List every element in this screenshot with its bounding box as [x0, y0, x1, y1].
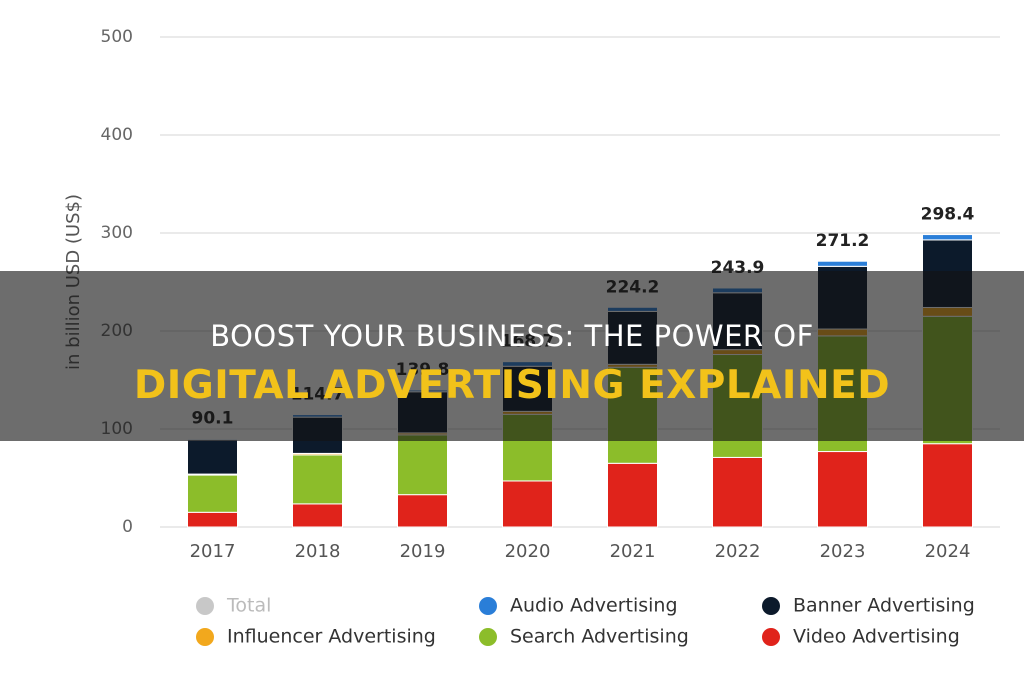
y-tick-label: 400 — [101, 125, 133, 145]
x-tick-label: 2017 — [190, 541, 236, 562]
bar-segment — [817, 451, 868, 528]
bar-segment — [187, 474, 238, 513]
banner-line: DIGITAL ADVERTISING EXPLAINED — [133, 363, 891, 408]
bar-segment — [922, 443, 973, 528]
x-tick-label: 2022 — [715, 541, 761, 562]
legend-label: Banner Advertising — [793, 595, 975, 617]
bar-segment — [397, 494, 448, 528]
banner-line: BOOST YOUR BUSINESS: THE POWER OF — [210, 319, 814, 353]
bar-segment — [187, 511, 238, 528]
legend-marker — [762, 628, 780, 646]
bar-segment — [712, 456, 763, 528]
legend-label: Audio Advertising — [510, 595, 678, 617]
total-label: 298.4 — [921, 205, 975, 225]
total-label: 271.2 — [816, 231, 870, 251]
x-tick-label: 2023 — [820, 541, 866, 562]
bar-segment — [922, 234, 973, 241]
x-tick-label: 2020 — [505, 541, 551, 562]
y-tick-label: 0 — [122, 517, 133, 537]
legend-marker — [479, 597, 497, 615]
legend-label: Search Advertising — [510, 626, 689, 648]
legend-marker — [196, 597, 214, 615]
bar-segment — [292, 503, 343, 528]
legend-label: Video Advertising — [793, 626, 960, 648]
bar-segment — [187, 439, 238, 475]
legend-marker — [762, 597, 780, 615]
title-banner: BOOST YOUR BUSINESS: THE POWER OF DIGITA… — [0, 271, 1024, 441]
bar-segment — [817, 260, 868, 267]
legend-label: Influencer Advertising — [227, 626, 436, 648]
bar-segment — [397, 434, 448, 496]
legend-marker — [196, 628, 214, 646]
bar-segment — [607, 462, 658, 528]
x-tick-label: 2019 — [400, 541, 446, 562]
x-tick-label: 2024 — [925, 541, 971, 562]
x-tick-label: 2018 — [295, 541, 341, 562]
legend-marker — [479, 628, 497, 646]
bar-segment — [502, 480, 553, 528]
legend-label: Total — [226, 595, 271, 617]
x-tick-label: 2021 — [610, 541, 656, 562]
y-tick-label: 500 — [101, 27, 133, 47]
y-tick-label: 300 — [101, 223, 133, 243]
bar-segment — [292, 454, 343, 505]
